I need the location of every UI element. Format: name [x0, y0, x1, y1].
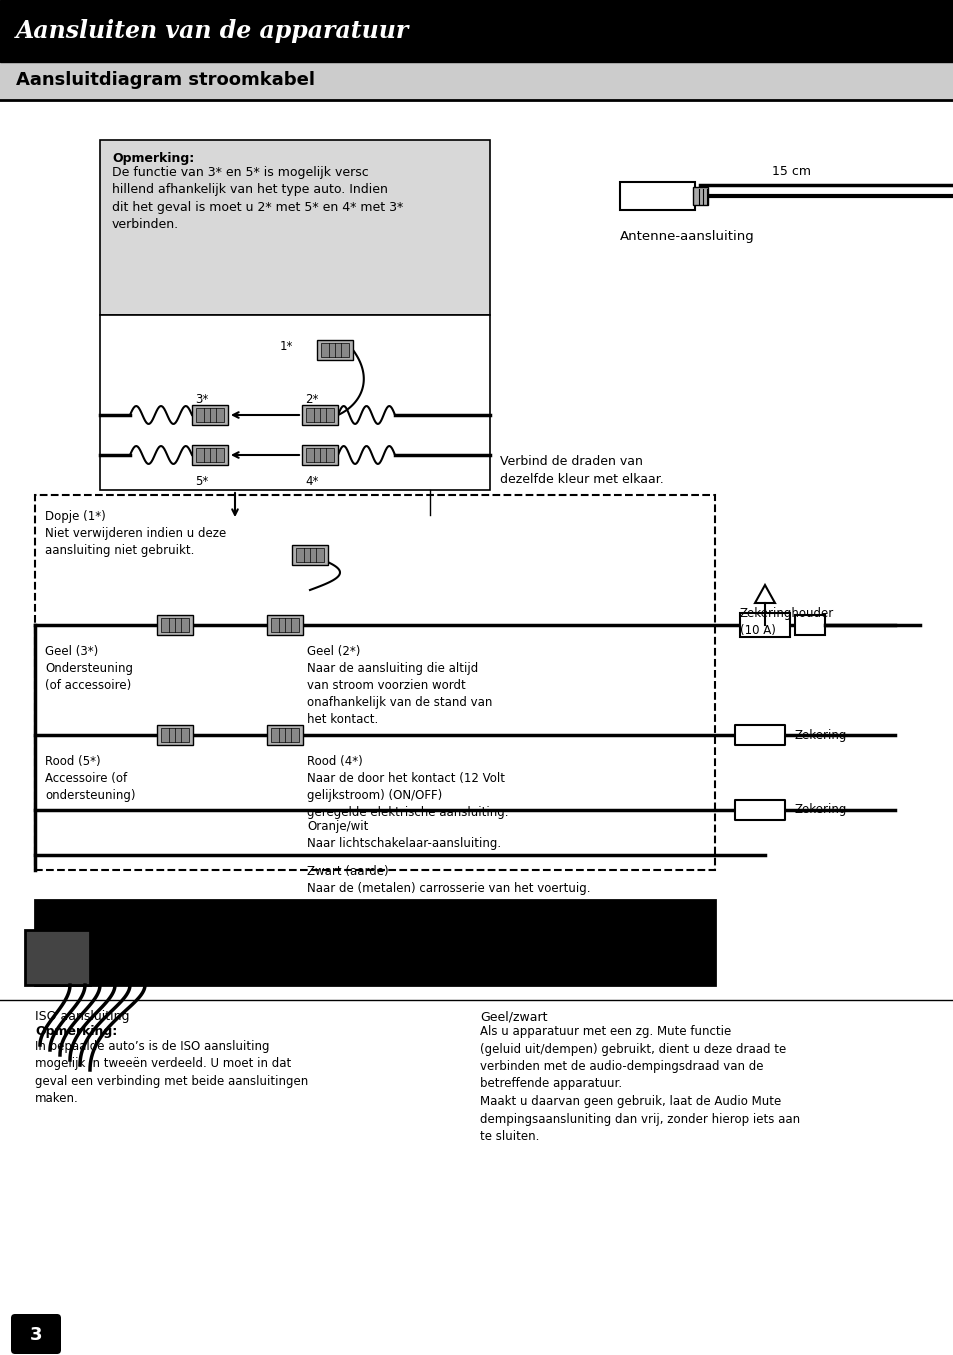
Text: 15 cm: 15 cm: [772, 165, 811, 178]
Bar: [35, 900, 714, 985]
Bar: [794, 615, 824, 635]
Bar: [734, 725, 784, 745]
Text: Geel (2*)
Naar de aansluiting die altijd
van stroom voorzien wordt
onafhankelijk: Geel (2*) Naar de aansluiting die altijd…: [307, 645, 492, 726]
Text: Verbind de draden van
dezelfde kleur met elkaar.: Verbind de draden van dezelfde kleur met…: [499, 455, 663, 486]
Bar: [161, 728, 189, 743]
Bar: [195, 408, 224, 421]
FancyBboxPatch shape: [11, 1314, 61, 1354]
Text: Zekering: Zekering: [794, 804, 846, 817]
Bar: [292, 545, 328, 565]
Bar: [195, 449, 224, 462]
Bar: [740, 612, 789, 637]
Text: Oranje/wit
Naar lichtschakelaar-aansluiting.: Oranje/wit Naar lichtschakelaar-aansluit…: [307, 820, 500, 850]
Text: Rood (4*)
Naar de door het kontact (12 Volt
gelijkstroom) (ON/OFF)
geregelde ele: Rood (4*) Naar de door het kontact (12 V…: [307, 755, 508, 818]
Bar: [100, 140, 490, 314]
Text: Opmerking:: Opmerking:: [35, 1024, 117, 1038]
Text: Aansluiten van de apparatuur: Aansluiten van de apparatuur: [16, 19, 409, 43]
Bar: [619, 182, 695, 210]
Bar: [157, 725, 193, 745]
Bar: [267, 615, 303, 635]
Bar: [316, 340, 353, 360]
Bar: [734, 799, 784, 820]
Text: 1*: 1*: [280, 340, 294, 354]
Text: De functie van 3* en 5* is mogelijk versc
hillend afhankelijk van het type auto.: De functie van 3* en 5* is mogelijk vers…: [112, 167, 403, 232]
Bar: [267, 725, 303, 745]
Text: Geel/zwart: Geel/zwart: [479, 1009, 547, 1023]
Bar: [192, 405, 228, 425]
Bar: [295, 547, 324, 562]
Text: 3*: 3*: [194, 393, 208, 406]
Text: Antenne-aansluiting: Antenne-aansluiting: [619, 230, 754, 243]
Bar: [35, 495, 714, 870]
Bar: [306, 449, 334, 462]
Bar: [271, 618, 298, 631]
Bar: [0, 0, 953, 62]
Bar: [100, 314, 490, 491]
Bar: [306, 408, 334, 421]
Bar: [302, 405, 337, 425]
Text: Opmerking:: Opmerking:: [112, 152, 194, 165]
Text: 5*: 5*: [194, 476, 208, 488]
Text: 3: 3: [30, 1327, 42, 1344]
Text: Rood (5*)
Accessoire (of
ondersteuning): Rood (5*) Accessoire (of ondersteuning): [45, 755, 135, 802]
Text: In bepaalde auto’s is de ISO aansluiting
mogelijk in tweeën verdeeld. U moet in : In bepaalde auto’s is de ISO aansluiting…: [35, 1041, 308, 1106]
Bar: [192, 444, 228, 465]
Polygon shape: [754, 585, 774, 603]
Bar: [692, 187, 707, 205]
Bar: [271, 728, 298, 743]
Bar: [320, 343, 349, 356]
Bar: [157, 615, 193, 635]
Text: Zwart (aarde)
Naar de (metalen) carrosserie van het voertuig.: Zwart (aarde) Naar de (metalen) carrosse…: [307, 864, 590, 896]
Text: Zekeringhouder
(10 A): Zekeringhouder (10 A): [740, 607, 833, 637]
Text: ISO aansluiting: ISO aansluiting: [35, 1009, 130, 1023]
Bar: [302, 444, 337, 465]
Text: Zekering: Zekering: [794, 729, 846, 741]
Bar: [161, 618, 189, 631]
Text: Dopje (1*)
Niet verwijderen indien u deze
aansluiting niet gebruikt.: Dopje (1*) Niet verwijderen indien u dez…: [45, 509, 226, 557]
Text: 2*: 2*: [305, 393, 318, 406]
Text: 4*: 4*: [305, 476, 318, 488]
Bar: [0, 62, 953, 100]
Text: Geel (3*)
Ondersteuning
(of accessoire): Geel (3*) Ondersteuning (of accessoire): [45, 645, 132, 692]
Bar: [25, 930, 90, 985]
Text: Aansluitdiagram stroomkabel: Aansluitdiagram stroomkabel: [16, 70, 314, 89]
Text: Als u apparatuur met een zg. Mute functie
(geluid uit/dempen) gebruikt, dient u : Als u apparatuur met een zg. Mute functi…: [479, 1024, 800, 1144]
